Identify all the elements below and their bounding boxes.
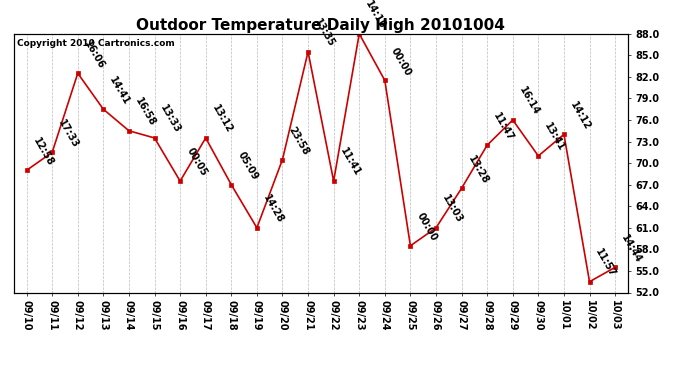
Text: 11:57: 11:57 (593, 247, 618, 279)
Text: 16:58: 16:58 (133, 96, 157, 128)
Text: 16:06: 16:06 (82, 39, 106, 70)
Text: 00:00: 00:00 (415, 211, 439, 243)
Text: Copyright 2010 Cartronics.com: Copyright 2010 Cartronics.com (17, 39, 175, 48)
Text: 00:00: 00:00 (389, 46, 413, 78)
Text: 13:33: 13:33 (159, 104, 183, 135)
Text: 14:44: 14:44 (619, 233, 644, 265)
Text: 13:03: 13:03 (440, 193, 464, 225)
Text: 00:05: 00:05 (184, 147, 208, 178)
Text: 13:41: 13:41 (542, 122, 566, 153)
Text: 13:12: 13:12 (210, 104, 234, 135)
Text: 14:10: 14:10 (364, 0, 388, 31)
Text: 05:09: 05:09 (235, 150, 259, 182)
Text: 14:41: 14:41 (108, 75, 132, 106)
Text: 14:12: 14:12 (568, 100, 592, 132)
Text: 12:58: 12:58 (31, 136, 55, 168)
Text: 23:58: 23:58 (286, 125, 311, 157)
Title: Outdoor Temperature Daily High 20101004: Outdoor Temperature Daily High 20101004 (137, 18, 505, 33)
Text: 16:14: 16:14 (517, 86, 541, 117)
Text: 17:33: 17:33 (57, 118, 81, 150)
Text: 11:47: 11:47 (491, 111, 515, 142)
Text: 14:28: 14:28 (261, 193, 285, 225)
Text: 11:41: 11:41 (338, 147, 362, 178)
Text: 13:28: 13:28 (466, 153, 490, 186)
Text: 13:35: 13:35 (312, 17, 337, 49)
